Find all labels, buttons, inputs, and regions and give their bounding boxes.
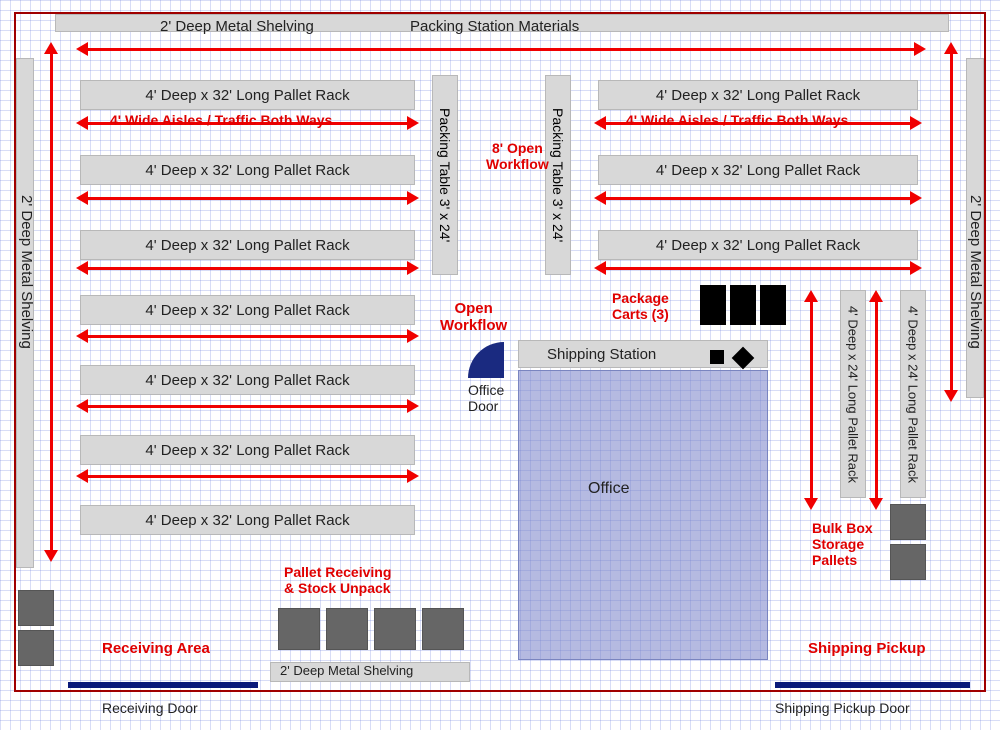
- pallet-rack-right: 4' Deep x 32' Long Pallet Rack: [598, 80, 918, 110]
- receiving-door-bar: [68, 682, 258, 688]
- pallet-rack-left: 4' Deep x 32' Long Pallet Rack: [80, 435, 415, 465]
- pallet-rack-left: 4' Deep x 32' Long Pallet Rack: [80, 80, 415, 110]
- receiving-pallet: [18, 630, 54, 666]
- package-carts-label: Package Carts (3): [612, 290, 669, 322]
- aisle-arrow-left: [86, 267, 409, 270]
- packing-materials-label: Packing Station Materials: [410, 18, 579, 35]
- package-cart: [760, 285, 786, 325]
- pallet-rack-right: 4' Deep x 32' Long Pallet Rack: [598, 230, 918, 260]
- open-workflow-8-label: 8' Open Workflow: [486, 140, 549, 172]
- bottom-shelving-label: 2' Deep Metal Shelving: [280, 663, 413, 678]
- pallet-rack-right: 4' Deep x 32' Long Pallet Rack: [598, 155, 918, 185]
- aisle-arrow-left: [86, 475, 409, 478]
- receiving-area-label: Receiving Area: [102, 640, 210, 657]
- office-label: Office: [588, 480, 630, 498]
- stock-unpack-pallet: [422, 608, 464, 650]
- aisle-arrow-left: [86, 405, 409, 408]
- pallet-rack-left: 4' Deep x 32' Long Pallet Rack: [80, 295, 415, 325]
- stock-unpack-pallet: [374, 608, 416, 650]
- vertical-aisle-arrow: [810, 300, 813, 500]
- pallet-rack-vertical: 4' Deep x 24' Long Pallet Rack: [840, 290, 866, 498]
- aisle-arrow-right: [604, 197, 912, 200]
- bulk-box-pallet: [890, 504, 926, 540]
- stock-unpack-pallet: [278, 608, 320, 650]
- bulk-box-label: Bulk Box Storage Pallets: [812, 520, 873, 568]
- shipping-icon-square: [710, 350, 724, 364]
- vertical-aisle-arrow: [875, 300, 878, 500]
- pallet-rack-left: 4' Deep x 32' Long Pallet Rack: [80, 155, 415, 185]
- stock-unpack-pallet: [326, 608, 368, 650]
- top-shelving-label: 2' Deep Metal Shelving: [160, 18, 314, 35]
- open-workflow-label: Open Workflow: [440, 300, 507, 334]
- packing-table: Packing Table 3' x 24': [545, 75, 571, 275]
- vertical-aisle-arrow: [50, 52, 53, 552]
- right-shelving-label: 2' Deep Metal Shelving: [967, 195, 984, 349]
- aisle-label-right: 4' Wide Aisles / Traffic Both Ways: [626, 112, 848, 128]
- pallet-rack-left: 4' Deep x 32' Long Pallet Rack: [80, 230, 415, 260]
- vertical-aisle-arrow: [950, 52, 953, 392]
- shipping-station-bar: Shipping Station: [518, 340, 768, 368]
- aisle-arrow-left: [86, 335, 409, 338]
- pallet-rack-left: 4' Deep x 32' Long Pallet Rack: [80, 365, 415, 395]
- left-shelving-label: 2' Deep Metal Shelving: [18, 195, 35, 349]
- shipping-door-label: Shipping Pickup Door: [775, 700, 910, 716]
- bulk-box-pallet: [890, 544, 926, 580]
- pallet-rack-left: 4' Deep x 32' Long Pallet Rack: [80, 505, 415, 535]
- shipping-pickup-label: Shipping Pickup: [808, 640, 926, 657]
- warehouse-floorplan: 2' Deep Metal Shelving Packing Station M…: [0, 0, 1000, 730]
- packing-table: Packing Table 3' x 24': [432, 75, 458, 275]
- package-cart: [700, 285, 726, 325]
- receiving-pallet: [18, 590, 54, 626]
- top-aisle-arrow: [86, 48, 916, 51]
- receiving-door-label: Receiving Door: [102, 700, 198, 716]
- shipping-station-label: Shipping Station: [547, 346, 656, 363]
- aisle-label-left: 4' Wide Aisles / Traffic Both Ways: [110, 112, 332, 128]
- pallet-receiving-label: Pallet Receiving & Stock Unpack: [284, 564, 391, 596]
- shipping-door-bar: [775, 682, 970, 688]
- office-door-label: Office Door: [468, 382, 504, 414]
- office-area: [518, 370, 768, 660]
- pallet-rack-vertical: 4' Deep x 24' Long Pallet Rack: [900, 290, 926, 498]
- package-cart: [730, 285, 756, 325]
- aisle-arrow-right: [604, 267, 912, 270]
- aisle-arrow-left: [86, 197, 409, 200]
